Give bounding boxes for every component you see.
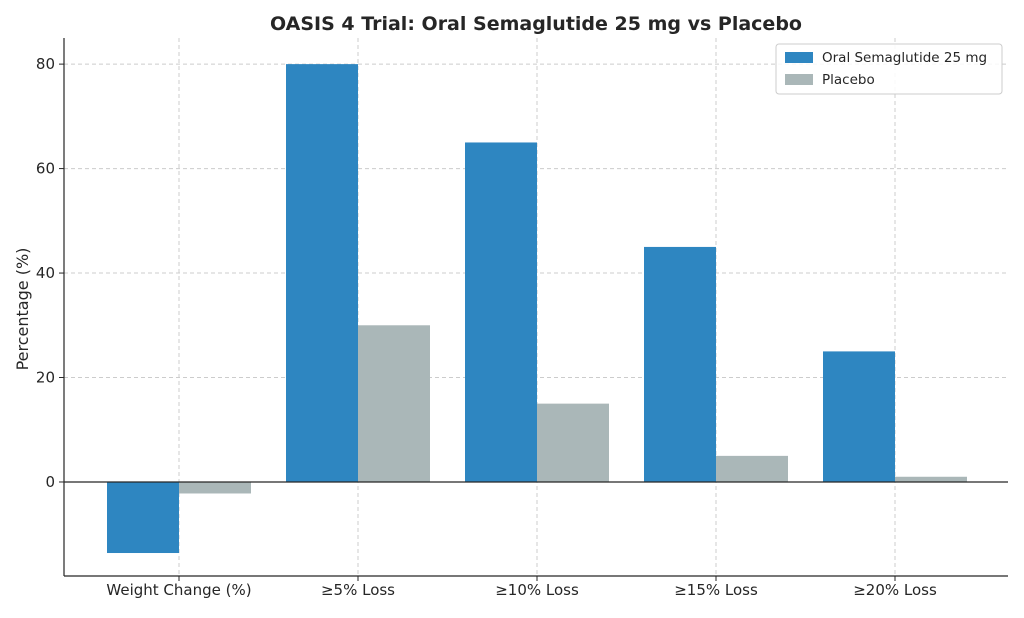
bar-semaglutide <box>286 64 358 482</box>
bar-semaglutide <box>823 351 895 482</box>
y-tick-label: 80 <box>36 55 55 73</box>
axes-layer <box>63 38 1008 577</box>
y-tick-label: 40 <box>36 264 55 282</box>
x-tick-label: Weight Change (%) <box>106 581 251 599</box>
bars-layer <box>107 64 967 554</box>
chart-title: OASIS 4 Trial: Oral Semaglutide 25 mg vs… <box>270 13 802 35</box>
x-tick-label: ≥20% Loss <box>853 581 937 599</box>
y-axis-label: Percentage (%) <box>13 248 32 371</box>
bar-semaglutide <box>465 142 537 482</box>
y-tick-label: 60 <box>36 160 55 178</box>
bar-placebo <box>537 403 609 482</box>
y-tick-label: 0 <box>45 473 55 491</box>
legend-box <box>775 43 1003 95</box>
x-tick-label: ≥15% Loss <box>674 581 758 599</box>
legend-swatch-semaglutide <box>785 52 813 63</box>
legend-label-placebo: Placebo <box>822 72 875 88</box>
ticks-layer: 0 20 40 60 80 Weight Change (%) ≥5% Loss ≥10% L… <box>36 55 937 599</box>
bar-placebo <box>895 476 967 482</box>
legend: Oral Semaglutide 25 mg Placebo <box>775 43 1003 95</box>
x-tick-label: ≥5% Loss <box>321 581 395 599</box>
legend-swatch-placebo <box>785 74 813 85</box>
bar-placebo <box>716 455 788 482</box>
bar-semaglutide <box>644 246 716 482</box>
bar-placebo <box>358 325 430 482</box>
bar-semaglutide <box>107 481 179 554</box>
bar-placebo <box>179 481 251 494</box>
legend-label-semaglutide: Oral Semaglutide 25 mg <box>822 50 987 66</box>
x-tick-label: ≥10% Loss <box>495 581 579 599</box>
y-tick-label: 20 <box>36 369 55 387</box>
